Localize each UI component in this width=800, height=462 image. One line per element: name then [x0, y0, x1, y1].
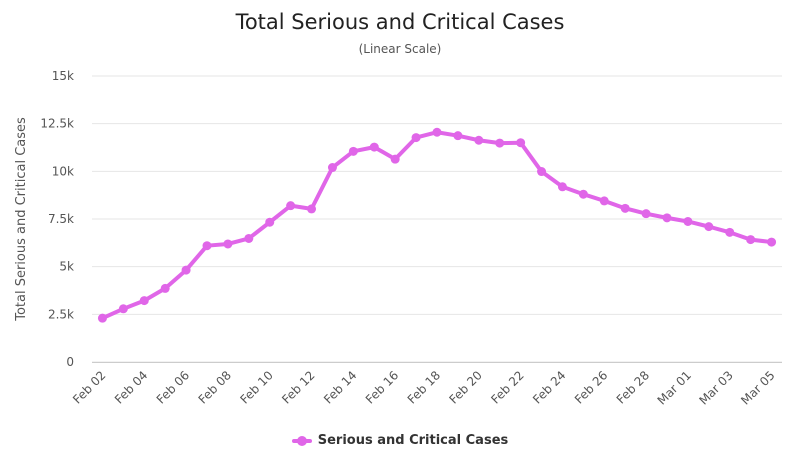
x-tick-label: Feb 18: [405, 368, 443, 406]
x-tick-label: Feb 16: [363, 368, 401, 406]
data-point: [348, 146, 358, 156]
x-tick-label: Feb 04: [112, 368, 150, 406]
legend-label: Serious and Critical Cases: [317, 433, 509, 448]
data-point: [537, 167, 547, 177]
x-tick-label: Feb 12: [279, 368, 317, 406]
data-point: [578, 189, 588, 199]
y-tick-label: 7.5k: [48, 212, 74, 226]
data-point: [160, 283, 170, 293]
y-tick-label: 12.5k: [40, 117, 74, 131]
data-point: [516, 138, 526, 148]
x-tick-label: Feb 02: [70, 368, 108, 406]
data-point: [139, 296, 149, 306]
legend-item-serious-critical[interactable]: Serious and Critical Cases: [291, 433, 509, 448]
data-point: [97, 313, 107, 323]
x-tick-label: Feb 06: [154, 368, 192, 406]
x-tick-label: Feb 10: [237, 368, 275, 406]
x-tick-label: Feb 28: [614, 368, 652, 406]
data-point: [495, 138, 505, 148]
data-point: [746, 235, 756, 245]
legend: Serious and Critical Cases: [0, 433, 800, 450]
data-point: [223, 239, 233, 249]
data-point: [432, 127, 442, 137]
data-point: [474, 135, 484, 145]
x-tick-label: Mar 01: [655, 368, 694, 407]
data-point: [286, 201, 296, 211]
y-tick-label: 0: [66, 355, 74, 369]
data-point: [557, 182, 567, 192]
data-point: [369, 142, 379, 152]
y-axis-title: Total Serious and Critical Cases: [14, 117, 29, 322]
data-point: [662, 213, 672, 223]
data-point: [390, 154, 400, 164]
data-point: [725, 227, 735, 237]
data-point: [118, 304, 128, 314]
data-point: [683, 216, 693, 226]
data-point: [307, 204, 317, 214]
y-tick-label: 5k: [59, 260, 74, 274]
data-point: [641, 209, 651, 219]
y-tick-label: 15k: [52, 69, 74, 83]
data-point: [202, 241, 212, 251]
chart-subtitle: (Linear Scale): [358, 42, 442, 56]
data-point: [620, 203, 630, 213]
y-tick-label: 2.5k: [48, 307, 74, 321]
data-point: [453, 131, 463, 141]
chart-title: Total Serious and Critical Cases: [235, 10, 565, 34]
data-point: [244, 233, 254, 243]
x-tick-label: Mar 03: [696, 368, 735, 407]
data-point: [767, 237, 777, 247]
series-line: [100, 130, 774, 321]
x-tick-label: Feb 24: [530, 368, 568, 406]
data-point: [327, 163, 337, 173]
x-tick-label: Feb 14: [321, 368, 359, 406]
legend-symbol: [291, 435, 312, 446]
data-point: [265, 217, 275, 227]
data-point: [599, 196, 609, 206]
x-tick-label: Mar 05: [738, 368, 777, 407]
data-point: [704, 222, 714, 232]
x-tick-label: Feb 26: [572, 368, 610, 406]
data-point: [411, 133, 421, 143]
x-tick-label: Feb 22: [488, 368, 526, 406]
data-point: [181, 265, 191, 275]
y-tick-label: 10k: [52, 164, 74, 178]
x-tick-label: Feb 08: [196, 368, 234, 406]
x-tick-label: Feb 20: [447, 368, 485, 406]
